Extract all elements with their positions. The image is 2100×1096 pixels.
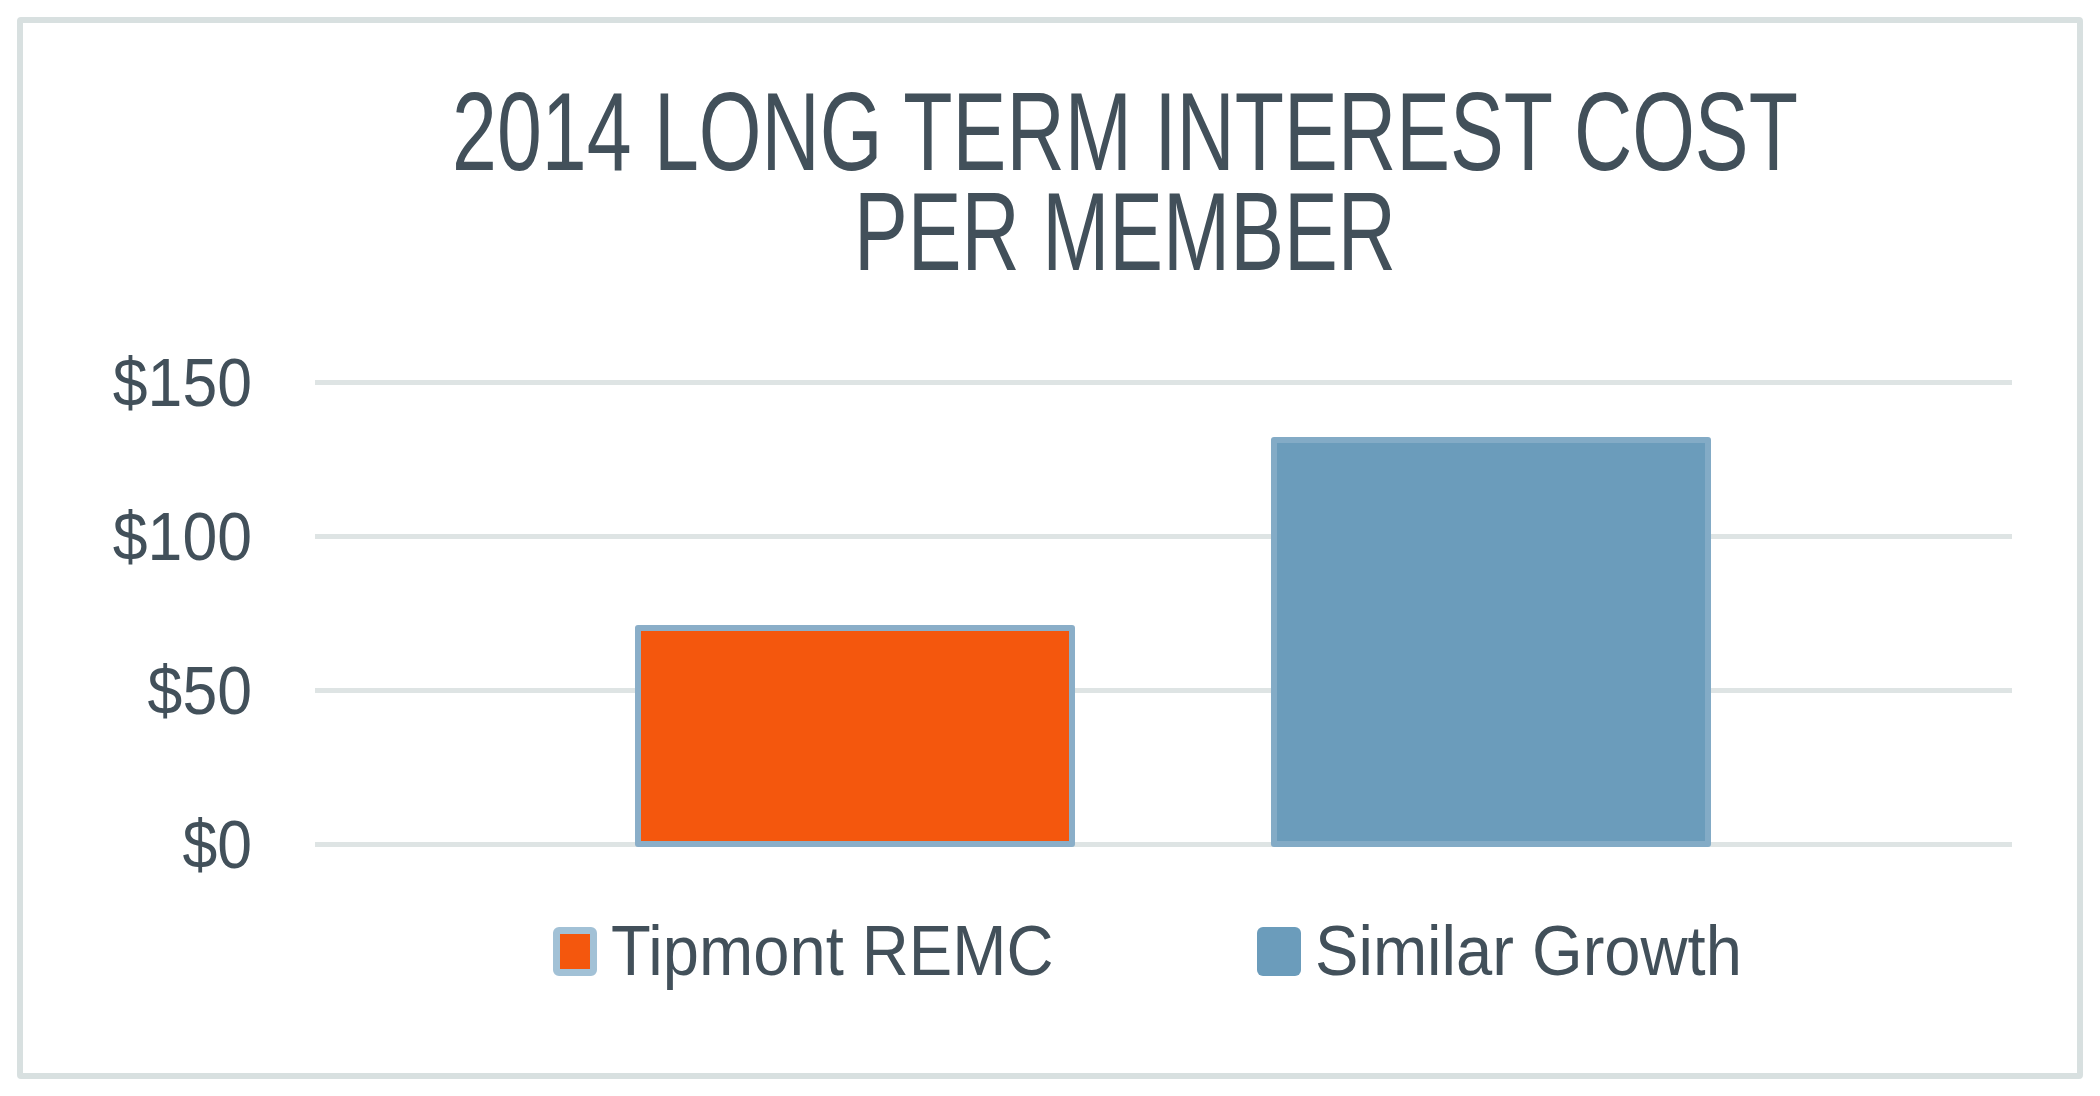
plot-area [315,360,2012,870]
legend-item-tipmont-remc: Tipmont REMC [553,916,1087,986]
legend-item-similar-growth: Similar Growth [1257,916,1774,986]
legend-swatch-tipmont-remc [553,927,597,976]
bar-similar-growth [1271,437,1711,847]
y-tick-label-150: $150 [71,346,252,418]
chart-title-line-2: PER MEMBER [452,182,1798,282]
y-tick-label-100: $100 [71,500,252,572]
gridline-100 [315,534,2012,539]
gridline-0 [315,842,2012,847]
y-tick-label-50: $50 [71,654,252,726]
y-tick-label-0: $0 [71,808,252,880]
gridline-50 [315,688,2012,693]
gridline-150 [315,380,2012,385]
bar-tipmont-remc [635,625,1075,847]
legend-label-tipmont-remc: Tipmont REMC [611,916,1054,986]
legend: Tipmont REMC Similar Growth [315,918,2012,984]
legend-label-similar-growth: Similar Growth [1315,916,1742,986]
chart-title-line-1: 2014 LONG TERM INTEREST COST [452,82,1798,182]
chart-title: 2014 LONG TERM INTEREST COST PER MEMBER [190,82,2060,282]
y-axis: $0 $50 $100 $150 [55,0,252,1096]
legend-swatch-similar-growth [1257,927,1301,976]
chart-canvas: 2014 LONG TERM INTEREST COST PER MEMBER … [0,0,2100,1096]
